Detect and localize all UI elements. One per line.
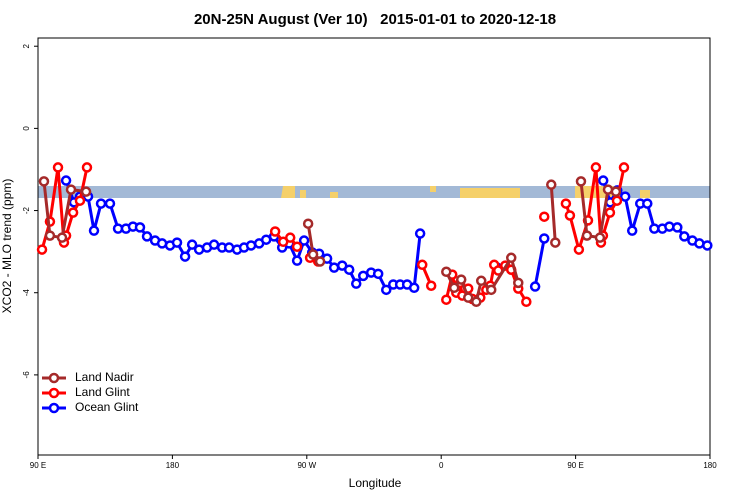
y-tick-label: -4	[22, 289, 31, 297]
data-point	[441, 266, 452, 278]
data-point	[475, 275, 487, 287]
data-point	[604, 207, 616, 218]
data-point	[38, 176, 50, 187]
data-point	[88, 225, 100, 236]
data-point	[618, 162, 630, 173]
data-point	[328, 262, 340, 273]
data-point	[550, 237, 561, 248]
data-point	[594, 232, 606, 243]
data-point	[564, 210, 576, 221]
x-axis-label: Longitude	[349, 476, 402, 490]
legend-marker	[48, 402, 60, 414]
map-strip	[38, 186, 710, 198]
data-point	[425, 280, 437, 291]
data-point	[350, 278, 362, 289]
data-point	[610, 186, 622, 197]
y-axis-label: XCO2 - MLO trend (ppm)	[0, 179, 14, 314]
data-point	[471, 296, 482, 308]
y-tick-label: 2	[22, 43, 31, 48]
data-point	[529, 281, 541, 292]
data-point	[505, 252, 517, 264]
data-point	[95, 198, 107, 209]
x-tick-label: 90 E	[30, 461, 46, 470]
data-point	[702, 240, 713, 251]
data-point	[74, 195, 86, 206]
data-point	[372, 268, 384, 280]
data-point	[134, 222, 146, 233]
data-point	[611, 195, 623, 206]
data-point	[141, 231, 153, 242]
data-point	[291, 255, 303, 266]
legend-marker	[48, 387, 60, 399]
data-point	[307, 249, 319, 260]
legend-marker	[48, 372, 60, 384]
data-point	[208, 239, 220, 250]
data-point	[171, 237, 183, 248]
data-point	[284, 232, 296, 243]
data-point	[65, 184, 77, 195]
x-tick-label: 90 W	[297, 461, 316, 470]
chart-title: 20N-25N August (Ver 10) 2015-01-01 to 20…	[194, 11, 556, 28]
data-point	[343, 264, 355, 275]
data-point	[485, 284, 497, 296]
data-point	[575, 176, 587, 187]
data-point	[642, 198, 653, 209]
data-point	[581, 230, 593, 241]
data-point	[67, 207, 79, 218]
data-point	[245, 240, 257, 251]
series-line	[42, 181, 617, 304]
data-point	[573, 244, 585, 255]
legend-label: Ocean Glint	[75, 400, 139, 414]
data-point	[44, 230, 56, 241]
x-tick-label: 0	[439, 461, 444, 470]
data-point	[80, 186, 92, 197]
data-point	[302, 218, 314, 229]
data-point	[441, 294, 452, 305]
data-point	[81, 162, 93, 173]
y-tick-label: -2	[22, 206, 31, 214]
data-point	[314, 256, 326, 267]
legend-label: Land Nadir	[75, 370, 134, 384]
plot-frame	[37, 37, 711, 456]
data-point	[186, 239, 198, 250]
data-point	[619, 191, 631, 202]
data-point	[298, 235, 310, 246]
legend-label: Land Glint	[75, 385, 130, 399]
data-point	[626, 225, 638, 236]
data-point	[538, 233, 550, 244]
data-point	[414, 228, 426, 239]
data-point	[590, 162, 602, 173]
data-point	[104, 198, 116, 209]
data-point	[560, 198, 572, 209]
x-tick-label: 180	[166, 461, 180, 470]
data-point	[380, 284, 392, 296]
x-tick-label: 180	[703, 461, 717, 470]
data-point	[448, 282, 460, 294]
y-tick-label: -6	[22, 371, 31, 379]
x-tick-label: 90 E	[567, 461, 583, 470]
data-point	[52, 162, 64, 173]
data-point	[513, 277, 524, 289]
data-point	[36, 244, 48, 255]
data-point	[269, 226, 281, 237]
data-point	[538, 211, 550, 222]
data-point	[291, 241, 303, 252]
data-point	[179, 251, 191, 262]
data-point	[521, 296, 532, 308]
data-point	[56, 232, 68, 243]
data-point	[672, 222, 683, 233]
data-point	[416, 259, 428, 271]
data-point	[679, 231, 690, 242]
data-point	[408, 282, 420, 294]
y-tick-label: 0	[22, 126, 31, 131]
data-point	[455, 274, 467, 285]
data-point	[60, 175, 72, 186]
data-point	[462, 292, 474, 303]
data-point	[597, 175, 609, 186]
data-point	[649, 223, 660, 234]
data-point	[546, 179, 557, 190]
